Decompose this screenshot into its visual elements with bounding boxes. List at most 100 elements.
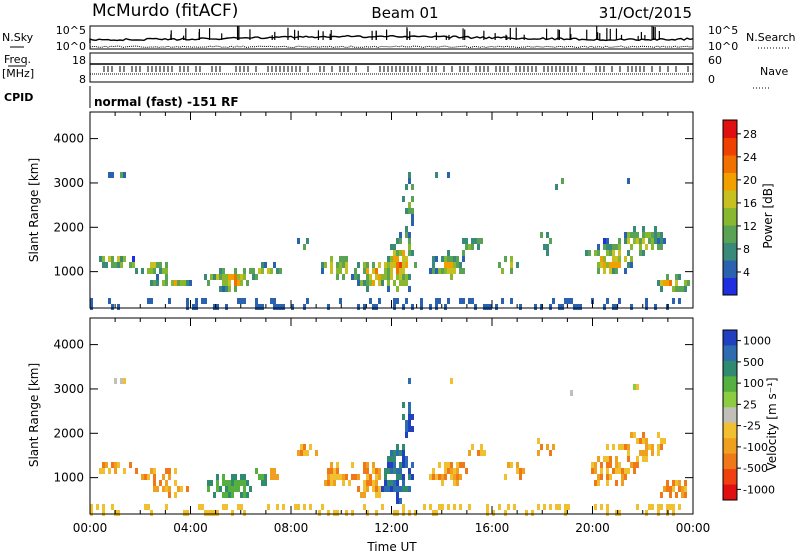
echo-cell: [306, 450, 309, 456]
echo-cell: [219, 486, 222, 492]
echo-cell: [120, 256, 123, 262]
ground-scatter-cell: [396, 510, 399, 516]
freq-unit-label: [MHz]: [2, 67, 34, 80]
ground-scatter-cell: [372, 304, 375, 310]
echo-cell: [675, 480, 678, 486]
echo-cell: [675, 280, 678, 286]
echo-cell: [642, 450, 645, 456]
echo-cell: [612, 444, 615, 450]
nsearch-trace: [89, 45, 694, 49]
echo-cell: [255, 468, 258, 474]
echo-cell: [231, 492, 234, 498]
ground-scatter-cell: [276, 304, 279, 310]
echo-cell: [522, 468, 525, 474]
ground-scatter-cell: [369, 298, 372, 304]
ground-scatter-cell: [561, 304, 564, 310]
echo-cell: [372, 468, 375, 474]
echo-cell: [471, 244, 474, 250]
echo-cell: [684, 280, 687, 286]
echo-cell: [408, 468, 411, 474]
echo-cell: [594, 468, 597, 474]
echo-cell: [390, 480, 393, 486]
echo-cell: [597, 480, 600, 486]
ground-scatter-cell: [534, 304, 537, 310]
echo-cell: [630, 232, 633, 238]
echo-cell: [618, 250, 621, 256]
echo-cell: [630, 262, 633, 268]
echo-cell: [378, 492, 381, 498]
colorbar-swatch: [723, 469, 737, 486]
echo-cell: [405, 456, 408, 462]
echo-cell: [384, 486, 387, 492]
echo-cell: [465, 238, 468, 244]
echo-cell: [672, 480, 675, 486]
echo-cell: [330, 256, 333, 262]
echo-cell: [405, 432, 408, 438]
echo-cell: [306, 238, 309, 244]
echo-cell: [627, 262, 630, 268]
colorbar-swatch: [723, 260, 737, 278]
ground-scatter-cell: [558, 304, 561, 310]
ground-scatter-cell: [543, 504, 546, 510]
echo-cell: [594, 480, 597, 486]
echo-cell: [255, 274, 258, 280]
echo-cell: [462, 238, 465, 244]
nave-tick-high: 60: [708, 54, 722, 67]
echo-cell: [408, 274, 411, 280]
ground-scatter-cell: [618, 510, 621, 516]
echo-cell: [396, 274, 399, 280]
echo-cell: [666, 486, 669, 492]
echo-cell: [444, 468, 447, 474]
echo-cell: [234, 286, 237, 292]
echo-cell: [240, 274, 243, 280]
echo-cell: [189, 280, 192, 286]
echo-cell: [384, 474, 387, 480]
echo-cell: [612, 250, 615, 256]
ground-scatter-cell: [645, 510, 648, 516]
ground-scatter-cell: [435, 298, 438, 304]
echo-cell: [669, 492, 672, 498]
echo-cell: [381, 280, 384, 286]
echo-cell: [123, 468, 126, 474]
echo-cell: [303, 444, 306, 450]
echo-cell: [435, 268, 438, 274]
echo-cell: [243, 480, 246, 486]
echo-cell: [369, 280, 372, 286]
echo-cell: [216, 480, 219, 486]
colorbar-swatch: [723, 484, 737, 501]
echo-cell: [153, 486, 156, 492]
echo-cell: [600, 468, 603, 474]
ground-scatter-cell: [201, 298, 204, 304]
echo-cell: [243, 474, 246, 480]
echo-cell: [390, 462, 393, 468]
echo-cell: [681, 492, 684, 498]
echo-cell: [240, 280, 243, 286]
echo-cell: [399, 238, 402, 244]
echo-cell: [684, 492, 687, 498]
echo-cell: [222, 280, 225, 286]
echo-cell: [663, 486, 666, 492]
colorbar-tick-label: -500: [743, 462, 768, 475]
echo-cell: [147, 268, 150, 274]
echo-cell: [603, 238, 606, 244]
echo-cell: [405, 420, 408, 426]
echo-cell: [228, 480, 231, 486]
echo-cell: [378, 262, 381, 268]
ground-scatter-cell: [327, 510, 330, 516]
echo-cell: [402, 256, 405, 262]
echo-cell: [402, 414, 405, 420]
echo-cell: [552, 444, 555, 450]
echo-cell: [660, 444, 663, 450]
echo-cell: [402, 462, 405, 468]
echo-cell: [411, 462, 414, 468]
ground-scatter-cell: [261, 304, 264, 310]
echo-cell: [651, 450, 654, 456]
echo-cell: [549, 238, 552, 244]
ground-scatter-cell: [258, 304, 261, 310]
echo-cell: [537, 450, 540, 456]
ground-scatter-cell: [381, 504, 384, 510]
ground-scatter-cell: [96, 504, 99, 510]
ground-scatter-cell: [636, 504, 639, 510]
echo-cell: [387, 468, 390, 474]
echo-cell: [402, 486, 405, 492]
